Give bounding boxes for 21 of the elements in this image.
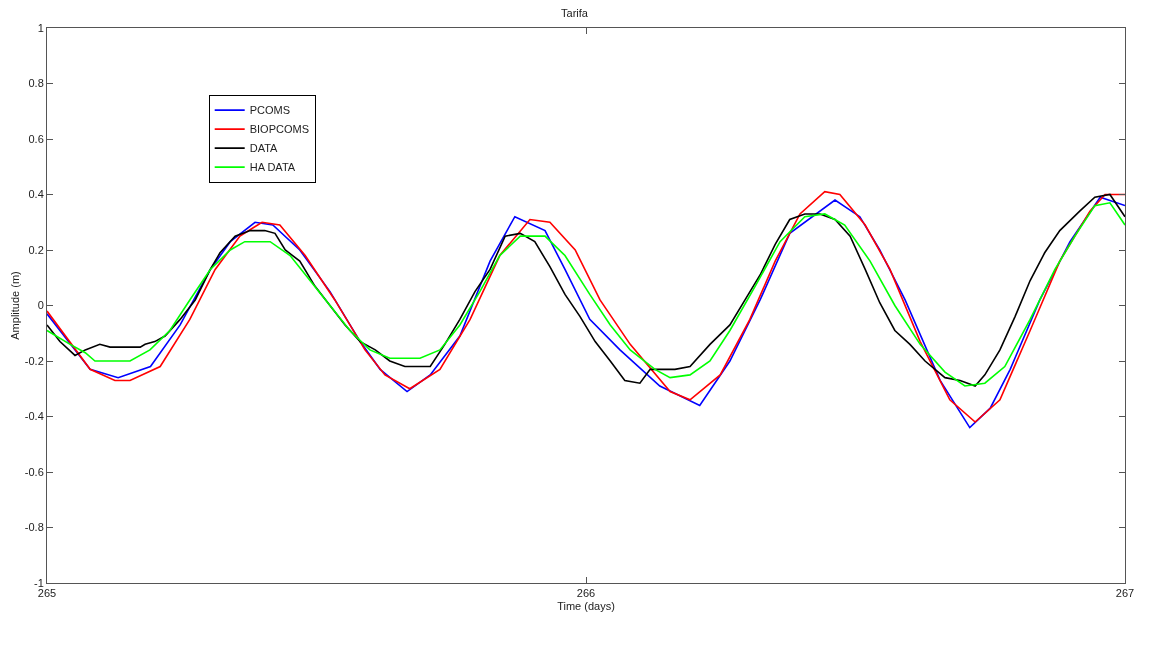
y-tick-label: 0 <box>37 299 44 312</box>
legend-label: HA DATA <box>249 161 296 174</box>
x-tick-label: 267 <box>1115 587 1135 600</box>
x-axis-title: Time (days) <box>557 600 615 613</box>
y-tick-label: 0.6 <box>28 132 44 145</box>
y-tick-label: 0.8 <box>28 77 44 90</box>
y-tick-label: -0.6 <box>24 465 44 478</box>
x-tick-label: 265 <box>37 587 57 600</box>
y-tick-label: 0.4 <box>28 188 44 201</box>
x-tick-label: 266 <box>576 587 596 600</box>
y-tick-label: -0.4 <box>24 410 44 423</box>
chart-title: Tarifa <box>561 7 589 20</box>
y-tick-label: 0.2 <box>28 243 44 256</box>
y-tick-label: -0.2 <box>24 354 44 367</box>
y-tick-label: -1 <box>34 576 44 589</box>
legend-label: BIOPCOMS <box>249 123 309 136</box>
legend-label: PCOMS <box>249 104 291 117</box>
legend-label: DATA <box>249 142 279 155</box>
y-tick-label: -0.8 <box>24 521 44 534</box>
y-axis-title: Amplitude (m) <box>9 271 22 340</box>
y-tick-label: 1 <box>37 21 44 34</box>
